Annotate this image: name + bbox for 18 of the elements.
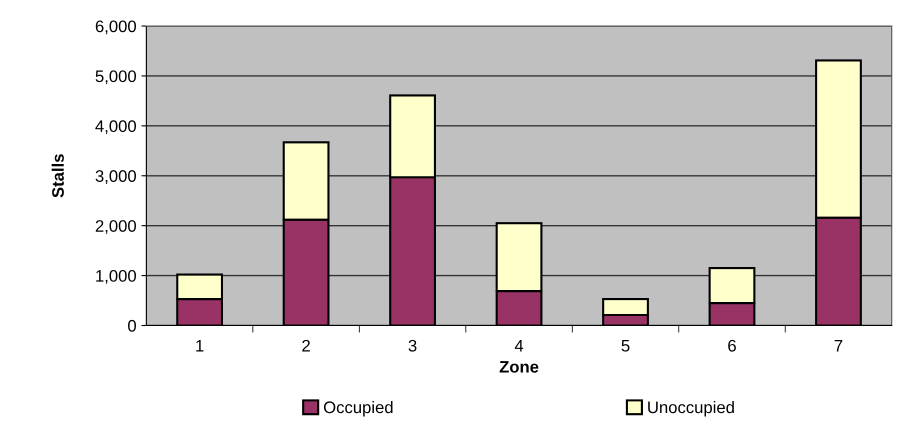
y-tick-label: 4,000 [95, 120, 136, 134]
x-tick-label: 4 [514, 340, 524, 352]
y-tick-label: 3,000 [96, 170, 136, 184]
x-axis-title: Zone [500, 361, 538, 373]
y-tick-label: 5,000 [96, 70, 136, 84]
y-axis-title: Stalls [52, 154, 64, 198]
x-tick-label: 3 [408, 340, 416, 352]
y-tick-label: 6,000 [96, 20, 136, 34]
legend-label: Unoccupied [648, 400, 734, 417]
x-tick-label: 1 [196, 340, 204, 352]
y-tick-label: 2,000 [96, 220, 136, 234]
y-tick-label: 0 [128, 320, 136, 332]
x-tick-label: 2 [302, 340, 310, 352]
x-tick-label: 7 [834, 340, 842, 352]
y-tick-label: 1,000 [96, 270, 136, 284]
legend-label: Occupied [324, 400, 393, 417]
x-tick-label: 6 [728, 340, 736, 352]
x-tick-label: 5 [622, 340, 630, 352]
